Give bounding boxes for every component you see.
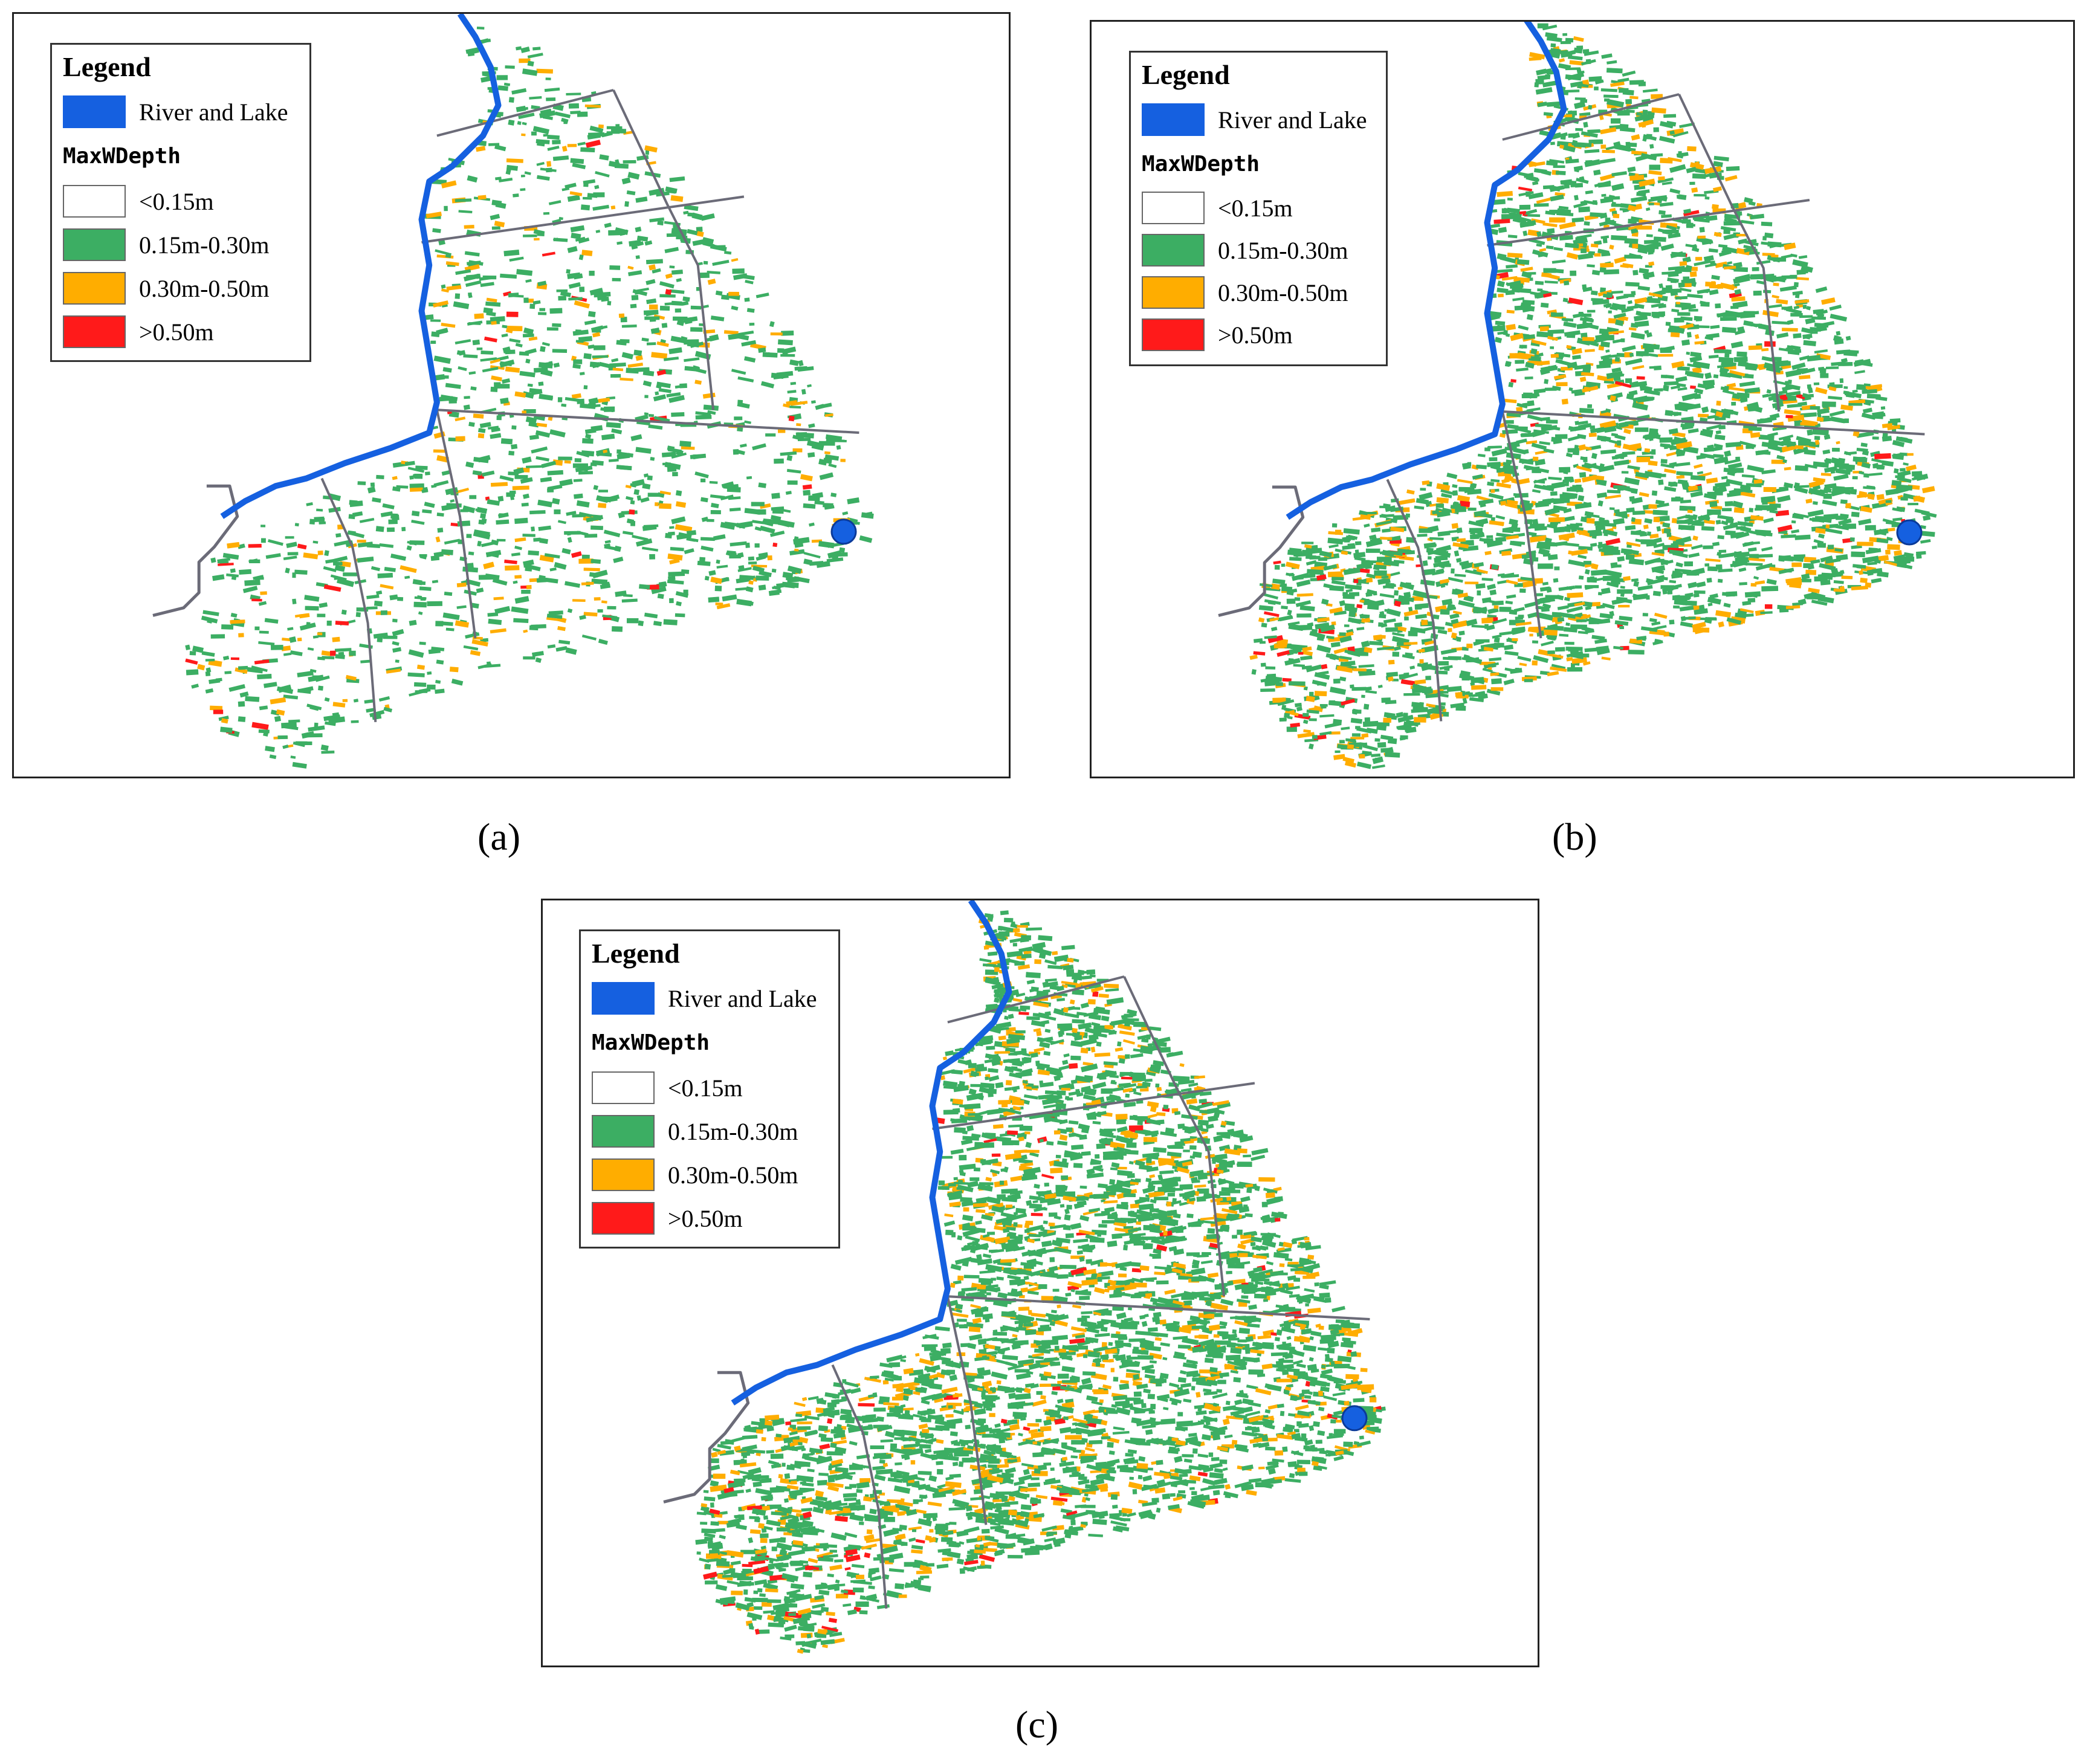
water-label: River and Lake (139, 99, 288, 126)
lake-marker (1341, 1405, 1368, 1432)
legend-item-class-3: 0.30m-0.50m (1142, 276, 1383, 312)
class-3-label: 0.30m-0.50m (668, 1161, 798, 1189)
road-line (946, 1296, 988, 1525)
road-line (1502, 410, 1925, 436)
road-line (612, 89, 715, 410)
caption-b: (b) (1552, 815, 1597, 858)
class-4-swatch (1142, 318, 1205, 351)
legend-item-class-3: 0.30m-0.50m (63, 272, 305, 308)
legend-item-class-4: >0.50m (592, 1202, 833, 1238)
road-line (436, 409, 859, 434)
lake-marker (830, 519, 857, 545)
water-label: River and Lake (1218, 106, 1367, 134)
legend-item-class-4: >0.50m (63, 315, 305, 352)
river-line (731, 900, 1012, 1406)
flood-depth-map-c (663, 900, 1386, 1654)
class-2-label: 0.15m-0.30m (139, 231, 270, 259)
lake-marker (1896, 519, 1923, 546)
class-3-swatch (1142, 276, 1205, 309)
legend-field-name: MaxWDepth (63, 144, 181, 169)
caption-a: (a) (477, 815, 521, 858)
class-4-label: >0.50m (1218, 321, 1293, 349)
river-line (1286, 22, 1567, 520)
legend-item-class-1: <0.15m (592, 1071, 833, 1108)
water-swatch (1142, 103, 1205, 136)
class-4-swatch (63, 315, 126, 348)
legend-item-class-1: <0.15m (1142, 192, 1383, 228)
class-1-label: <0.15m (1218, 195, 1293, 222)
class-2-swatch (592, 1115, 655, 1148)
legend-box: Legend River and Lake MaxWDepth <0.15m 0… (579, 929, 840, 1249)
legend-item-class-1: <0.15m (63, 185, 305, 221)
legend-box: Legend River and Lake MaxWDepth <0.15m 0… (50, 43, 311, 362)
class-3-swatch (63, 272, 126, 305)
legend-item-class-2: 0.15m-0.30m (1142, 234, 1383, 270)
road-line (947, 975, 1125, 1024)
class-1-swatch (63, 185, 126, 218)
road-line (932, 1082, 1255, 1130)
legend-item-class-2: 0.15m-0.30m (592, 1115, 833, 1151)
flood-cells (1249, 23, 1937, 769)
road-line (831, 1364, 888, 1609)
legend-box: Legend River and Lake MaxWDepth <0.15m 0… (1129, 51, 1388, 366)
caption-c: (c) (1015, 1703, 1059, 1746)
channel-line (1218, 485, 1305, 617)
water-swatch (592, 982, 655, 1015)
road-line (1502, 93, 1680, 141)
road-line (1501, 411, 1542, 639)
class-3-label: 0.30m-0.50m (139, 275, 270, 302)
class-2-swatch (63, 228, 126, 261)
legend-title: Legend (63, 51, 151, 82)
legend-item-water: River and Lake (592, 982, 833, 1018)
class-4-swatch (592, 1202, 655, 1235)
legend-item-water: River and Lake (1142, 103, 1383, 140)
class-1-label: <0.15m (139, 188, 214, 215)
channel-line (152, 484, 239, 617)
legend-title: Legend (592, 938, 680, 969)
road-line (947, 1295, 1370, 1320)
road-line (421, 195, 745, 244)
road-line (435, 409, 477, 639)
legend-field-name: MaxWDepth (1142, 152, 1260, 176)
river-line (220, 14, 502, 519)
class-2-label: 0.15m-0.30m (1218, 237, 1348, 264)
water-swatch (63, 95, 126, 128)
legend-item-class-3: 0.30m-0.50m (592, 1158, 833, 1195)
class-4-label: >0.50m (668, 1205, 743, 1232)
water-label: River and Lake (668, 985, 817, 1012)
road-line (1678, 94, 1781, 412)
flood-cells (185, 26, 874, 769)
class-1-swatch (1142, 192, 1205, 224)
map-panel-a: Legend River and Lake MaxWDepth <0.15m 0… (12, 12, 1011, 778)
class-2-swatch (1142, 234, 1205, 267)
class-2-label: 0.15m-0.30m (668, 1118, 798, 1145)
legend-title: Legend (1142, 59, 1230, 90)
map-panel-c: Legend River and Lake MaxWDepth <0.15m 0… (541, 899, 1539, 1667)
flood-depth-map-a (152, 14, 874, 769)
legend-item-water: River and Lake (63, 95, 305, 132)
road-line (320, 477, 377, 722)
map-panel-b: Legend River and Lake MaxWDepth <0.15m 0… (1090, 20, 2075, 778)
road-line (1487, 199, 1810, 247)
class-1-label: <0.15m (668, 1074, 743, 1102)
legend-item-class-4: >0.50m (1142, 318, 1383, 355)
class-3-swatch (592, 1158, 655, 1191)
channel-line (663, 1371, 750, 1504)
legend-field-name: MaxWDepth (592, 1030, 710, 1055)
flood-depth-map-b (1218, 22, 1937, 769)
class-3-label: 0.30m-0.50m (1218, 279, 1348, 306)
road-line (1386, 479, 1443, 722)
legend-item-class-2: 0.15m-0.30m (63, 228, 305, 265)
class-1-swatch (592, 1071, 655, 1104)
class-4-label: >0.50m (139, 318, 214, 346)
road-line (1123, 976, 1226, 1297)
road-line (436, 89, 614, 137)
